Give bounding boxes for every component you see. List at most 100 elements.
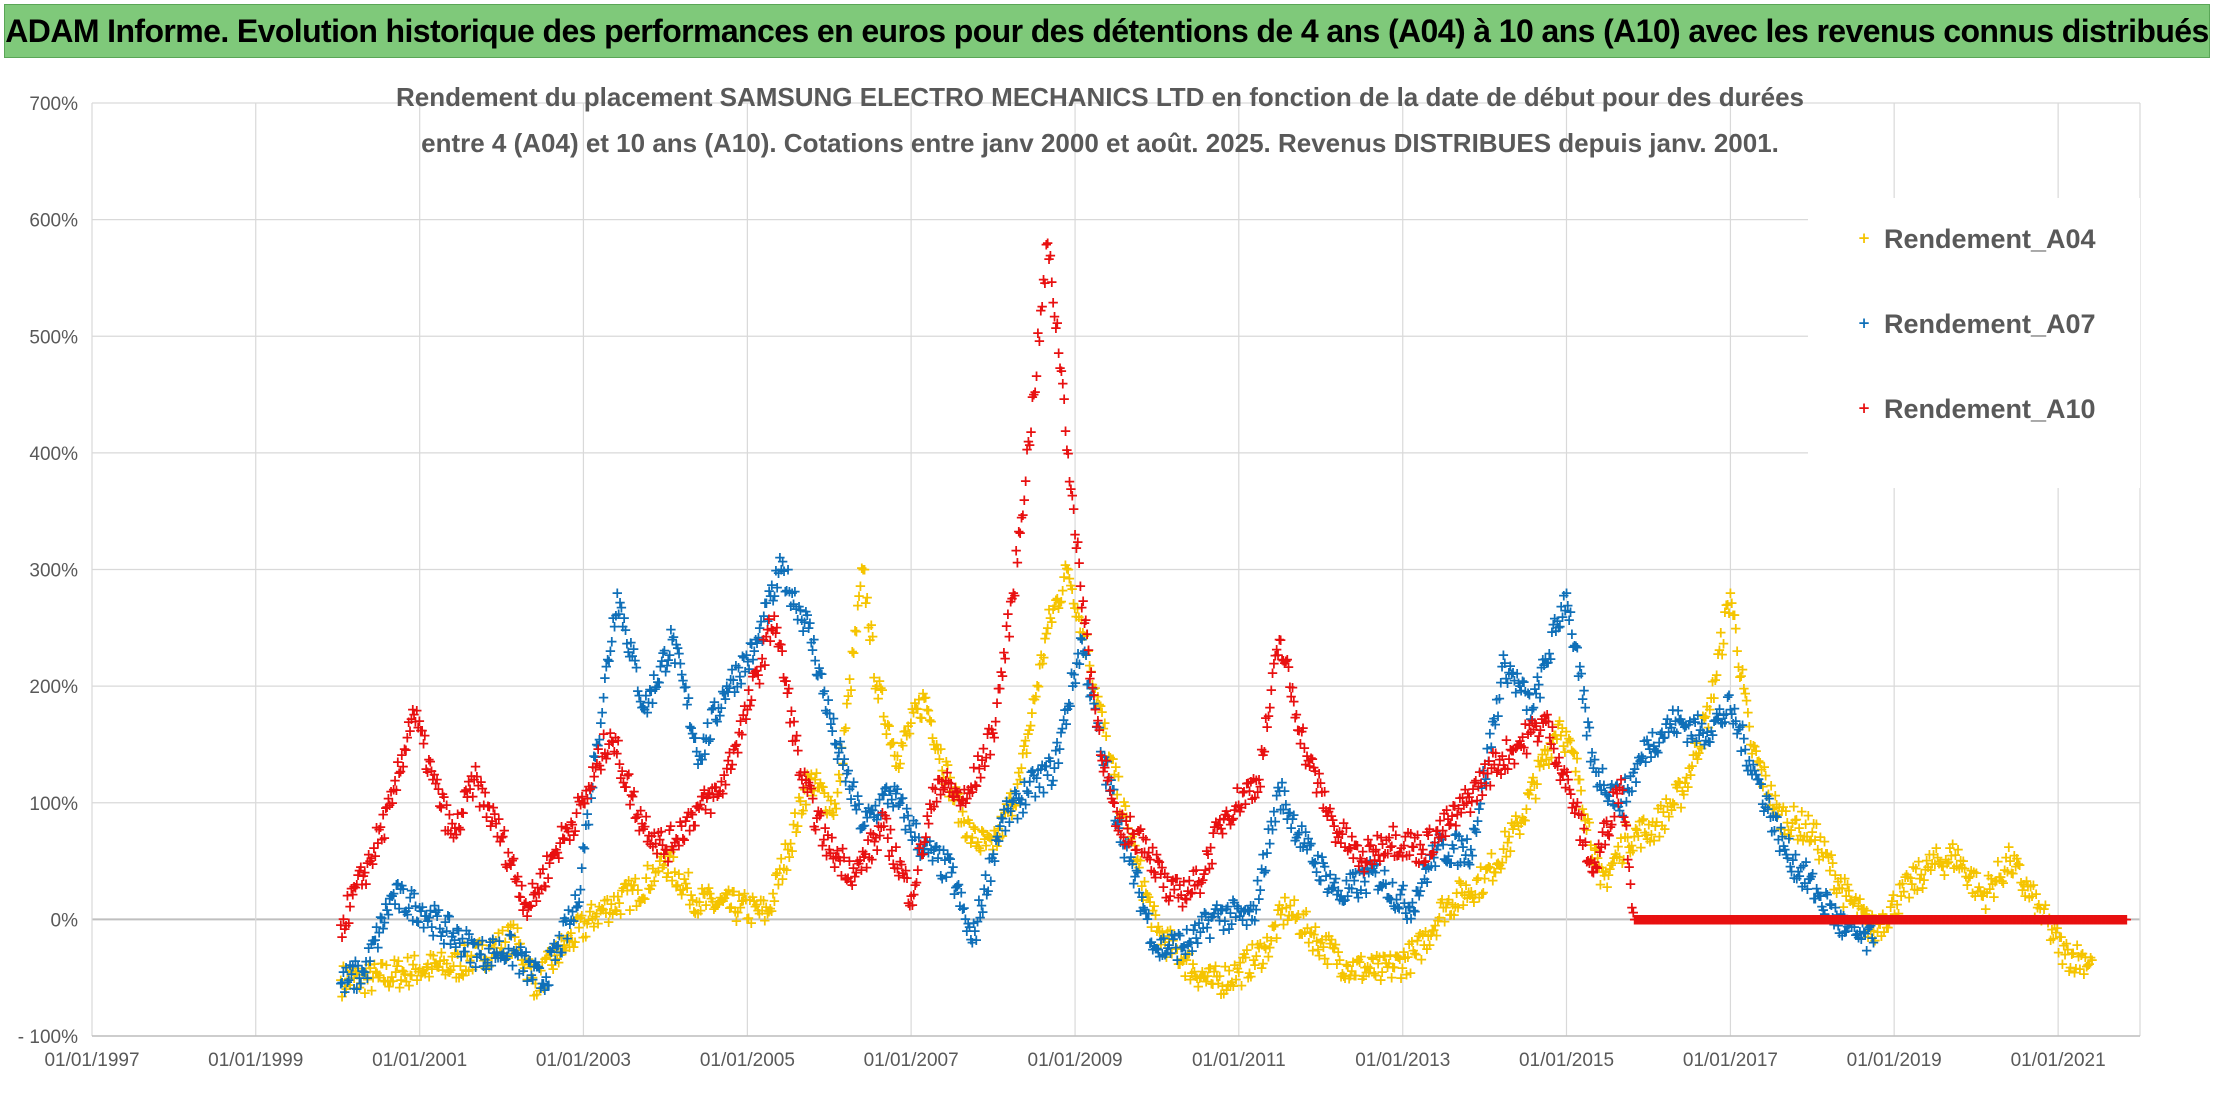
- data-point-Rendement_A04: +: [377, 972, 390, 990]
- data-point-Rendement_A10: +: [1044, 247, 1057, 265]
- data-point-Rendement_A04: +: [388, 951, 401, 969]
- data-point-Rendement_A04: +: [850, 623, 863, 641]
- data-point-Rendement_A04: +: [415, 966, 428, 984]
- data-point-Rendement_A04: +: [460, 961, 473, 979]
- data-point-Rendement_A07: +: [1259, 862, 1272, 880]
- data-point-Rendement_A04: +: [451, 945, 464, 963]
- data-point-Rendement_A04: +: [432, 958, 445, 976]
- x-tick-label: 01/01/2003: [536, 1050, 631, 1071]
- data-point-Rendement_A10: +: [1274, 631, 1287, 649]
- data-point-Rendement_A10: +: [1624, 875, 1637, 893]
- data-point-Rendement_A07: +: [970, 931, 983, 949]
- data-point-Rendement_A04: +: [861, 588, 874, 606]
- data-point-Rendement_A10: +: [640, 807, 653, 825]
- data-point-Rendement_A04: +: [404, 966, 417, 984]
- data-point-Rendement_A10: +: [689, 817, 702, 835]
- data-point-Rendement_A07: +: [1583, 719, 1596, 737]
- data-point-Rendement_A07: +: [1397, 876, 1410, 894]
- data-point-Rendement_A07: +: [984, 872, 997, 890]
- data-point-Rendement_A10: +: [569, 822, 582, 840]
- chart-grid: [91, 102, 2141, 1037]
- data-point-Rendement_A04: +: [442, 962, 455, 980]
- x-tick-label: 01/01/2021: [2011, 1050, 2106, 1071]
- data-point-Rendement_A10: +: [1019, 472, 1032, 490]
- data-point-Rendement_A10: +: [628, 782, 641, 800]
- data-point-Rendement_A04: +: [360, 963, 373, 981]
- data-point-Rendement_A04: +: [423, 967, 436, 985]
- data-point-Rendement_A10: +: [1062, 445, 1075, 463]
- data-point-Rendement_A04: +: [427, 947, 440, 965]
- chart-legend: + Rendement_A04 + Rendement_A07 + Rendem…: [1808, 198, 2140, 488]
- data-point-Rendement_A07: +: [1409, 903, 1422, 921]
- data-point-Rendement_A04: +: [1037, 648, 1050, 666]
- data-point-Rendement_A07: +: [682, 689, 695, 707]
- data-point-Rendement_A07: +: [1575, 665, 1588, 683]
- data-point-Rendement_A04: +: [476, 936, 489, 954]
- data-point-Rendement_A04: +: [1504, 842, 1517, 860]
- data-point-Rendement_A10: +: [1579, 833, 1592, 851]
- legend-label-a10: Rendement_A10: [1884, 394, 2096, 424]
- data-point-Rendement_A04: +: [480, 951, 493, 969]
- data-point-Rendement_A04: +: [458, 936, 471, 954]
- data-point-Rendement_A04: +: [351, 966, 364, 984]
- data-point-Rendement_A04: +: [380, 956, 393, 974]
- data-point-Rendement_A04: +: [355, 974, 368, 992]
- data-point-Rendement_A10: +: [1620, 817, 1633, 835]
- data-point-Rendement_A04: +: [461, 947, 474, 965]
- data-point-Rendement_A04: +: [348, 969, 361, 987]
- data-point-Rendement_A04: +: [866, 627, 879, 645]
- data-point-Rendement_A04: +: [464, 951, 477, 969]
- data-point-Rendement_A10: +: [792, 741, 805, 759]
- x-tick-label: 01/01/2001: [372, 1050, 467, 1071]
- data-point-Rendement_A04: +: [500, 948, 513, 966]
- data-point-Rendement_A04: +: [491, 946, 504, 964]
- y-tick-label: 0%: [51, 910, 79, 931]
- data-point-Rendement_A07: +: [704, 730, 717, 748]
- data-point-Rendement_A04: +: [397, 963, 410, 981]
- y-tick-label: 200%: [29, 677, 78, 698]
- data-point-Rendement_A04: +: [466, 961, 479, 979]
- data-point-Rendement_A04: +: [438, 951, 451, 969]
- data-point-Rendement_A10: +: [1254, 777, 1267, 795]
- x-tick-label: 01/01/2005: [700, 1050, 795, 1071]
- data-point-Rendement_A07: +: [1630, 773, 1643, 791]
- legend-marker-a04: +: [1858, 229, 1871, 247]
- data-point-Rendement_A04: +: [768, 892, 781, 910]
- data-point-Rendement_A10: +: [1008, 586, 1021, 604]
- data-point-Rendement_A04: +: [1717, 635, 1730, 653]
- x-tick-label: 01/01/1997: [44, 1050, 139, 1071]
- x-tick-label: 01/01/2013: [1355, 1050, 1450, 1071]
- data-point-Rendement_A04: +: [455, 965, 468, 983]
- data-point-Rendement_A07: +: [576, 859, 589, 877]
- legend-marker-a10: +: [1858, 399, 1871, 417]
- data-point-Rendement_A10: +: [612, 732, 625, 750]
- data-point-Rendement_A07: +: [1534, 688, 1547, 706]
- data-point-Rendement_A04: +: [830, 800, 843, 818]
- data-point-Rendement_A04: +: [473, 933, 486, 951]
- data-point-Rendement_A10: +: [1258, 742, 1271, 760]
- data-point-Rendement_A07: +: [1064, 697, 1077, 715]
- data-point-Rendement_A04: +: [371, 964, 384, 982]
- data-point-Rendement_A04: +: [1736, 661, 1749, 679]
- data-point-Rendement_A10: +: [1029, 383, 1042, 401]
- data-point-Rendement_A10: +: [1508, 754, 1521, 772]
- data-point-Rendement_A04: +: [475, 945, 488, 963]
- data-point-Rendement_A10: +: [419, 726, 432, 744]
- data-point-Rendement_A04: +: [435, 944, 448, 962]
- data-point-Rendement_A04: +: [413, 959, 426, 977]
- data-point-Rendement_A10: +: [457, 804, 470, 822]
- data-point-Rendement_A10: +: [999, 649, 1012, 667]
- x-tick-label: 01/01/2007: [864, 1050, 959, 1071]
- data-point-Rendement_A04: +: [479, 959, 492, 977]
- data-point-Rendement_A04: +: [847, 644, 860, 662]
- data-point-Rendement_A04: +: [405, 966, 418, 984]
- data-point-Rendement_A04: +: [408, 947, 421, 965]
- data-point-Rendement_A04: +: [379, 973, 392, 991]
- data-point-Rendement_A10: +: [1058, 390, 1071, 408]
- data-point-Rendement_A04: +: [372, 969, 385, 987]
- data-point-Rendement_A10: +: [1206, 854, 1219, 872]
- data-point-Rendement_A07: +: [1069, 674, 1082, 692]
- data-point-Rendement_A04: +: [440, 955, 453, 973]
- data-point-Rendement_A04: +: [368, 955, 381, 973]
- data-point-Rendement_A10: +: [912, 861, 925, 879]
